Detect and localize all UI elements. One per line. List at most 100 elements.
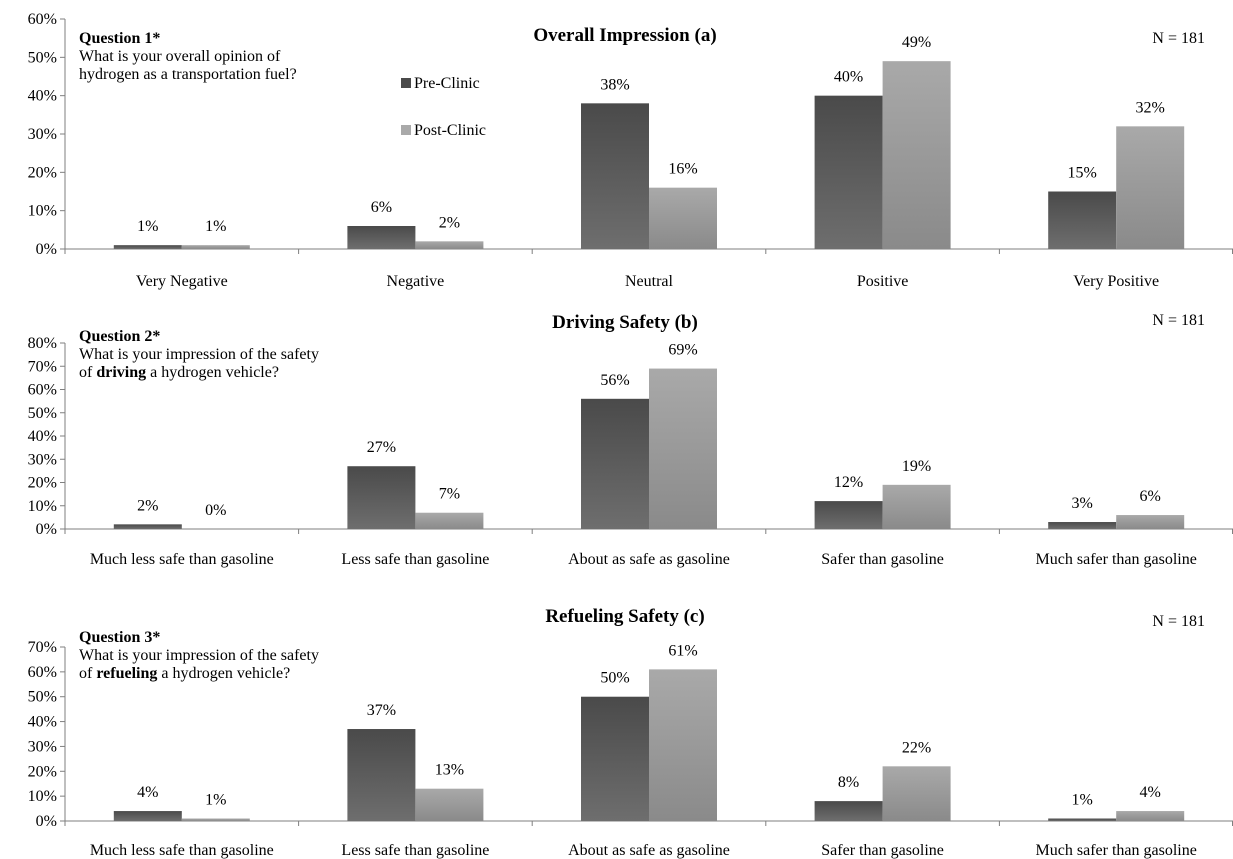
data-label-post-clinic: 22%	[902, 739, 931, 756]
chart-title: Driving Safety (b)	[552, 312, 698, 333]
y-tick-label: 40%	[28, 714, 57, 731]
data-label-pre-clinic: 27%	[367, 439, 396, 456]
question-text-segment: What is your impression of the safety	[79, 647, 319, 664]
y-tick-label: 10%	[28, 788, 57, 805]
data-label-post-clinic: 2%	[439, 214, 460, 231]
data-label-post-clinic: 61%	[668, 642, 697, 659]
data-label-pre-clinic: 3%	[1072, 495, 1093, 512]
bar-pre-clinic	[113, 811, 182, 821]
question-text-segment: a hydrogen vehicle?	[146, 364, 279, 381]
y-tick-label: 20%	[28, 164, 57, 181]
data-label-pre-clinic: 40%	[834, 69, 863, 86]
chart-panel-1: 0% 10% 20% 30% 40% 50% 60% 1% 1% Very Negative 6% 2…	[28, 11, 1233, 290]
y-tick-label: 0%	[36, 241, 57, 258]
y-tick-label: 40%	[28, 428, 57, 445]
question-text-line: hydrogen as a transportation fuel?	[79, 66, 297, 83]
question-text-segment: of	[79, 665, 96, 682]
bar-post-clinic	[1116, 126, 1185, 249]
y-tick-label: 80%	[28, 335, 57, 352]
chart-title: Refueling Safety (c)	[545, 606, 704, 627]
question-text-line: What is your impression of the safety	[79, 346, 319, 363]
y-tick-label: 50%	[28, 405, 57, 422]
question-text-segment: hydrogen as a transportation fuel?	[79, 66, 297, 83]
question-text-line: of refueling a hydrogen vehicle?	[79, 665, 290, 682]
bar-post-clinic	[1116, 811, 1185, 821]
legend: Pre-Clinic Post-Clinic	[401, 75, 486, 139]
legend-swatch-pre-clinic	[401, 78, 411, 88]
sample-size-label: N = 181	[1152, 613, 1205, 630]
question-text-segment: What is your overall opinion of	[79, 48, 281, 65]
y-tick-label: 60%	[28, 664, 57, 681]
data-label-post-clinic: 1%	[205, 792, 226, 809]
data-label-post-clinic: 4%	[1140, 784, 1161, 801]
y-tick-label: 0%	[36, 813, 57, 830]
bar-post-clinic	[1116, 515, 1185, 529]
x-category-label: Much safer than gasoline	[1036, 842, 1197, 859]
bar-pre-clinic	[1048, 522, 1117, 529]
x-category-label: Positive	[857, 273, 909, 290]
data-label-pre-clinic: 12%	[834, 474, 863, 491]
bar-pre-clinic	[347, 226, 416, 249]
bar-pre-clinic	[814, 95, 883, 250]
y-tick-label: 0%	[36, 521, 57, 538]
sample-size-label: N = 181	[1152, 30, 1205, 47]
x-category-label: Negative	[387, 273, 445, 290]
bar-pre-clinic	[814, 501, 883, 529]
y-tick-label: 10%	[28, 203, 57, 220]
x-category-label: Safer than gasoline	[821, 551, 944, 568]
data-label-pre-clinic: 8%	[838, 774, 859, 791]
data-label-post-clinic: 13%	[435, 762, 464, 779]
data-label-pre-clinic: 4%	[137, 784, 158, 801]
bar-post-clinic	[415, 241, 484, 249]
y-tick-label: 70%	[28, 358, 57, 375]
bar-pre-clinic	[113, 245, 182, 249]
x-category-label: Very Negative	[136, 273, 228, 290]
question-text-segment: a hydrogen vehicle?	[157, 665, 290, 682]
bar-post-clinic	[882, 766, 951, 821]
y-tick-label: 40%	[28, 88, 57, 105]
bar-post-clinic	[415, 788, 484, 821]
data-label-post-clinic: 0%	[205, 502, 226, 519]
question-emphasis: refueling	[96, 665, 157, 682]
data-label-post-clinic: 69%	[668, 342, 697, 359]
bar-post-clinic	[181, 245, 250, 249]
chart-title: Overall Impression (a)	[533, 25, 716, 46]
x-category-label: Much less safe than gasoline	[90, 551, 274, 568]
x-category-label: Much safer than gasoline	[1036, 551, 1197, 568]
y-tick-label: 70%	[28, 639, 57, 656]
legend-swatch-post-clinic	[401, 125, 411, 135]
data-label-post-clinic: 32%	[1136, 99, 1165, 116]
y-tick-label: 50%	[28, 49, 57, 66]
question-text-segment: of	[79, 364, 96, 381]
bar-pre-clinic	[581, 696, 649, 821]
bar-post-clinic	[181, 818, 250, 821]
data-label-pre-clinic: 15%	[1068, 165, 1097, 182]
data-label-pre-clinic: 6%	[371, 199, 392, 216]
x-category-label: About as safe as gasoline	[568, 842, 730, 859]
sample-size-label: N = 181	[1152, 312, 1205, 329]
data-label-pre-clinic: 1%	[1072, 792, 1093, 809]
question-text-line: of driving a hydrogen vehicle?	[79, 364, 279, 381]
bar-post-clinic	[649, 187, 717, 249]
data-label-pre-clinic: 38%	[600, 76, 629, 93]
bar-post-clinic	[882, 61, 951, 249]
chart-panel-2: 0% 10% 20% 30% 40% 50% 60% 70% 80% 2% 0% Much less …	[28, 312, 1233, 568]
bar-post-clinic	[415, 512, 484, 529]
data-label-pre-clinic: 2%	[137, 497, 158, 514]
question-text-segment: What is your impression of the safety	[79, 346, 319, 363]
bar-pre-clinic	[814, 801, 883, 821]
bar-post-clinic	[649, 669, 717, 821]
data-label-pre-clinic: 50%	[600, 670, 629, 687]
question-text-line: What is your impression of the safety	[79, 647, 319, 664]
bar-pre-clinic	[1048, 191, 1117, 249]
y-tick-label: 20%	[28, 475, 57, 492]
y-tick-label: 60%	[28, 11, 57, 28]
bar-pre-clinic	[1048, 818, 1117, 821]
data-label-post-clinic: 7%	[439, 486, 460, 503]
data-label-pre-clinic: 1%	[137, 218, 158, 235]
chart-panel-3: 0% 10% 20% 30% 40% 50% 60% 70% 4% 1% Much less saf…	[28, 606, 1233, 859]
x-category-label: Less safe than gasoline	[341, 551, 489, 568]
question-text-line: What is your overall opinion of	[79, 48, 281, 65]
data-label-post-clinic: 49%	[902, 34, 931, 51]
